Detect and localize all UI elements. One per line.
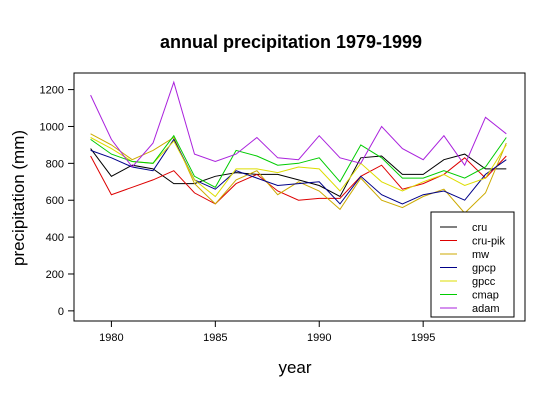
y-tick-label-1000: 1000 [40, 121, 64, 133]
series-line-gpcp [90, 138, 507, 205]
series-line-gpcc [90, 137, 507, 198]
y-axis: 0 200 400 600 800 1000 1200 [40, 85, 74, 318]
series-line-mw [90, 133, 507, 214]
x-tick-label-1990: 1990 [307, 332, 331, 344]
series-line-cru-pik [90, 155, 507, 205]
x-tick-label-1985: 1985 [203, 332, 227, 344]
x-axis: 1980 1985 1990 1995 [99, 321, 435, 344]
y-tick-label-0: 0 [58, 306, 64, 318]
series-layer [90, 80, 507, 214]
x-axis-title: year [278, 358, 311, 377]
legend-label-mw: mw [472, 249, 489, 261]
y-tick-label-800: 800 [46, 158, 64, 170]
series-line-adam [90, 80, 507, 168]
y-tick-label-400: 400 [46, 232, 64, 244]
legend-label-cru-pik: cru-pik [472, 236, 506, 248]
x-tick-label-1995: 1995 [411, 332, 435, 344]
legend-label-cmap: cmap [472, 290, 499, 302]
plot-frame [73, 72, 526, 322]
legend-box [430, 211, 515, 318]
chart-title: annual precipitation 1979-1999 [160, 32, 422, 52]
series-line-cmap [90, 134, 507, 188]
series-line-cru [90, 148, 507, 198]
legend-label-gpcp: gpcp [472, 263, 496, 275]
legend-label-cru: cru [472, 222, 487, 234]
y-tick-label-600: 600 [46, 195, 64, 207]
y-axis-title: precipitation (mm) [9, 130, 28, 266]
legend-label-adam: adam [472, 303, 500, 315]
legend-label-gpcc: gpcc [472, 276, 496, 288]
y-tick-label-200: 200 [46, 269, 64, 281]
x-tick-label-1980: 1980 [99, 332, 123, 344]
y-tick-label-1200: 1200 [40, 85, 64, 97]
